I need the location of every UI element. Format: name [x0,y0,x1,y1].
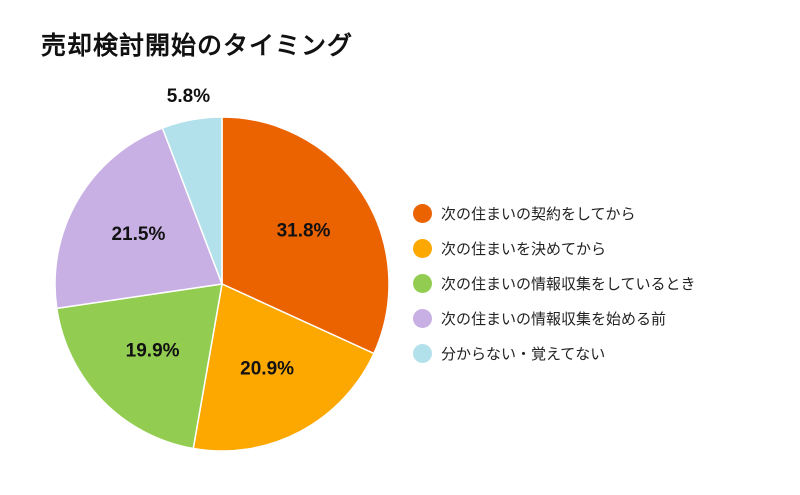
pie-slice-4 [54,127,224,310]
chart-title: 売却検討開始のタイミング [41,31,354,60]
pie-slice-2 [192,282,375,452]
legend-item-4: 次の住まいの情報収集を始める前 [413,307,696,330]
legend-swatch-3 [413,274,432,293]
legend-item-5: 分からない・覚えてない [413,342,696,365]
legend-label-4: 次の住まいの情報収集を始める前 [441,310,667,328]
pie-slice-3 [55,283,223,450]
slice-label-3: 19.9% [126,341,180,362]
pie-slice-5 [161,116,223,285]
legend-item-1: 次の住まいの契約をしてから [413,202,696,225]
legend-label-5: 分からない・覚えてない [441,345,606,363]
legend-item-3: 次の住まいの情報収集をしているとき [413,272,696,295]
legend-swatch-2 [413,239,432,258]
slice-label-2: 20.9% [240,359,294,380]
slice-label-1: 31.8% [277,221,331,242]
legend-label-2: 次の住まいを決めてから [441,240,607,258]
slice-label-5: 5.8% [167,86,210,107]
slice-label-4: 21.5% [111,224,165,245]
legend-swatch-1 [413,204,432,223]
legend-swatch-4 [413,309,432,328]
chart-legend: 次の住まいの契約をしてから 次の住まいを決めてから次の住まいの情報収集をしていると… [413,202,696,377]
legend-swatch-5 [413,344,432,363]
legend-item-2: 次の住まいを決めてから [413,237,696,260]
legend-label-1: 次の住まいの契約をしてから [441,205,636,223]
pie-slice-1 [221,116,390,355]
legend-label-3: 次の住まいの情報収集をしているとき [441,275,696,293]
